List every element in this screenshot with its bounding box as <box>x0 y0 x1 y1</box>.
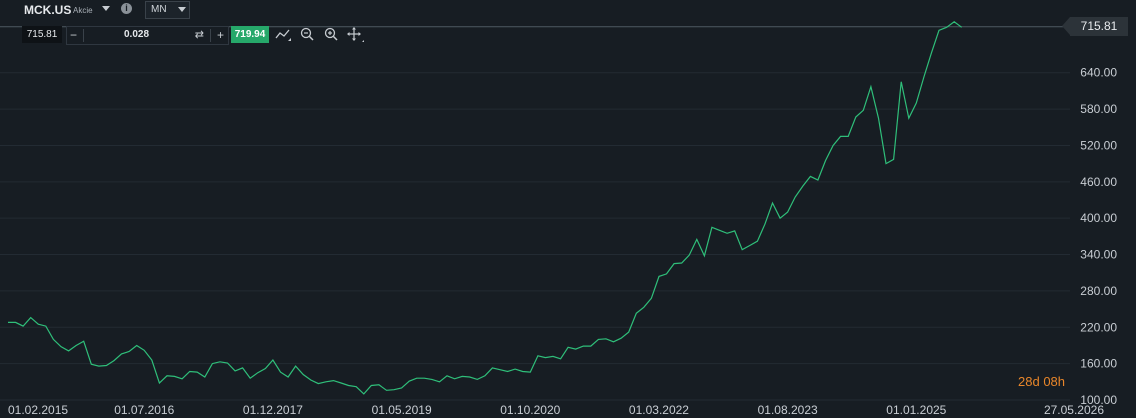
x-axis: 01.02.2015 01.07.2016 01.12.2017 01.05.2019… <box>8 403 1104 417</box>
y-tick-label: 280.00 <box>1080 284 1117 298</box>
info-icon[interactable]: i <box>121 3 132 14</box>
buy-price-button[interactable]: 719.94 <box>231 26 269 43</box>
x-tick-label: 01.03.2022 <box>629 403 689 417</box>
y-tick-label: 220.00 <box>1080 320 1117 334</box>
candle-countdown: 28d 08h <box>1018 374 1065 389</box>
x-tick-label: 01.01.2025 <box>886 403 946 417</box>
y-tick-label: 400.00 <box>1080 211 1117 225</box>
y-tick-label: 100.00 <box>1080 393 1117 407</box>
sell-price-button[interactable]: 715.81 <box>22 26 62 43</box>
last-price-badge: 715.81 <box>1062 17 1128 36</box>
timeframe-select[interactable]: MN <box>145 1 190 19</box>
timeframe-label: MN <box>151 4 167 15</box>
volume-stepper[interactable]: − 0.028 ⇄ + <box>66 26 229 45</box>
price-series-line <box>8 21 963 395</box>
x-tick-label: 01.12.2017 <box>243 403 303 417</box>
x-tick-label: 01.10.2020 <box>500 403 560 417</box>
line-chart-icon[interactable] <box>274 26 292 43</box>
y-tick-label: 640.00 <box>1080 66 1117 80</box>
countdown-hours-unit: h <box>1057 374 1066 389</box>
chevron-down-icon <box>178 7 186 12</box>
symbol-label[interactable]: MCK.US <box>24 3 72 17</box>
volume-input[interactable]: 0.028 <box>123 29 150 40</box>
x-tick-label: 01.02.2015 <box>8 403 68 417</box>
symbol-dropdown-icon[interactable] <box>102 6 110 11</box>
y-axis: 100.00 160.00 220.00 280.00 340.00 400.00 460.… <box>1080 66 1117 407</box>
chart-header: MCK.US Akcie i MN <box>0 0 420 20</box>
zoom-in-icon[interactable] <box>323 26 341 43</box>
countdown-hours: 08 <box>1043 374 1058 389</box>
stepper-divider <box>83 29 84 42</box>
instrument-type-label: Akcie <box>73 6 93 15</box>
y-tick-label: 160.00 <box>1080 357 1117 371</box>
x-tick-label: 27.05.2026 <box>1044 403 1104 417</box>
y-tick-label: 580.00 <box>1080 102 1117 116</box>
zoom-out-icon[interactable] <box>299 26 317 43</box>
stepper-divider <box>210 29 211 42</box>
move-icon[interactable] <box>346 26 364 43</box>
swap-icon[interactable]: ⇄ <box>194 29 204 41</box>
decrease-volume-button[interactable]: − <box>70 28 78 42</box>
y-tick-label: 460.00 <box>1080 175 1117 189</box>
increase-volume-button[interactable]: + <box>216 28 224 42</box>
x-tick-label: 01.07.2016 <box>114 403 174 417</box>
countdown-days: 28 <box>1018 374 1033 389</box>
y-tick-label: 520.00 <box>1080 138 1117 152</box>
x-tick-label: 01.08.2023 <box>758 403 818 417</box>
x-tick-label: 01.05.2019 <box>372 403 432 417</box>
y-tick-label: 340.00 <box>1080 248 1117 262</box>
chart-grid <box>0 72 1070 401</box>
countdown-days-unit: d <box>1032 374 1040 389</box>
